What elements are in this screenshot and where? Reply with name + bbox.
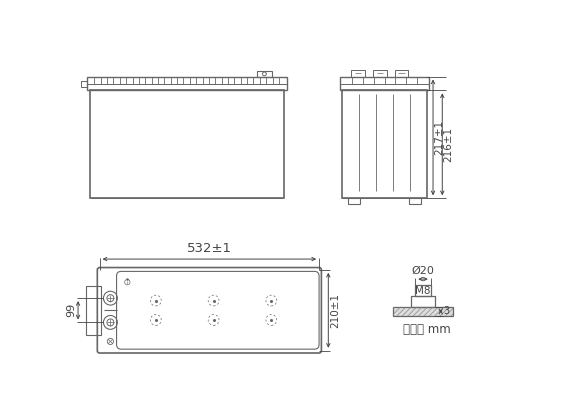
Bar (81, 81, 87, 87)
Text: 216±1: 216±1 (443, 127, 453, 162)
Bar (340, 76, 429, 90)
Bar (409, 198, 421, 205)
Text: 99: 99 (67, 303, 76, 318)
Bar (86, 286, 101, 334)
Bar (373, 71, 387, 76)
Bar (412, 296, 434, 307)
Bar (416, 285, 431, 296)
Text: 532±1: 532±1 (187, 242, 232, 255)
Bar (394, 71, 408, 76)
Bar (352, 71, 365, 76)
Text: 217±1: 217±1 (434, 120, 444, 155)
Text: M8: M8 (416, 286, 431, 296)
Text: 210±1: 210±1 (330, 293, 340, 328)
Bar (256, 71, 272, 76)
Bar (342, 90, 427, 198)
Text: 3: 3 (443, 307, 449, 316)
Bar (87, 76, 287, 90)
Bar (393, 307, 453, 316)
Bar (89, 90, 284, 198)
Bar (348, 198, 360, 205)
Text: 单位： mm: 单位： mm (403, 323, 451, 336)
Text: Ø20: Ø20 (412, 266, 434, 276)
